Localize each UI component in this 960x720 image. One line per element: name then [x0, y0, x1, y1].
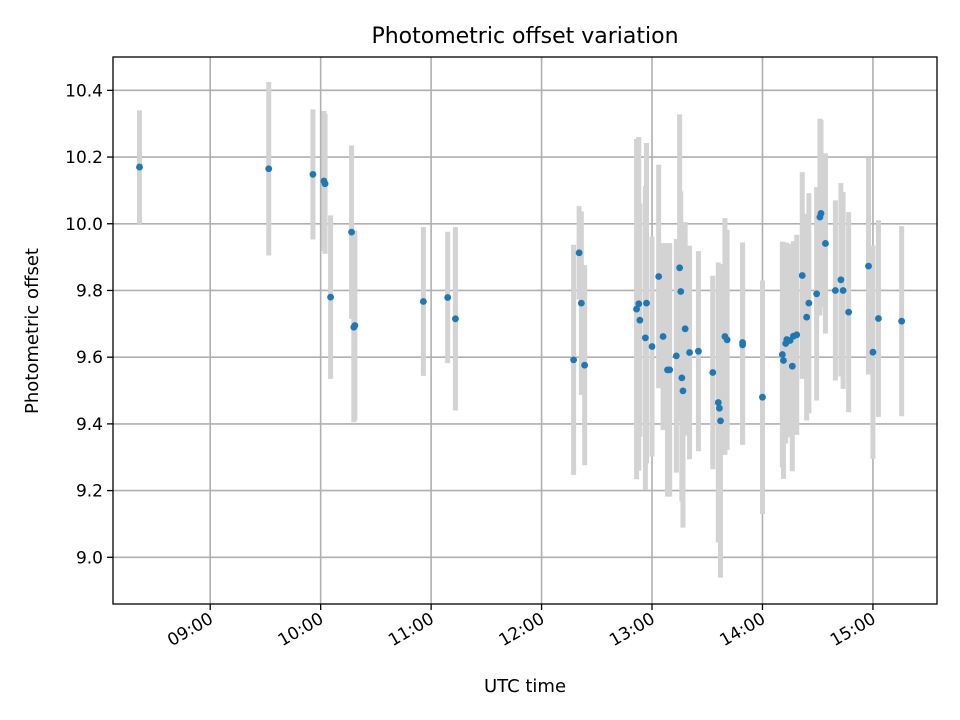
data-point: [822, 240, 829, 247]
x-tick-label: 12:00: [496, 609, 548, 651]
plot-frame: [112, 56, 938, 605]
data-point: [817, 210, 825, 217]
point-layer: [136, 163, 906, 425]
data-point: [672, 352, 680, 360]
data-point: [351, 322, 359, 329]
data-point: [839, 287, 847, 294]
data-point: [869, 348, 877, 356]
y-tick-label: 10.2: [65, 148, 103, 168]
y-tick-label: 9.8: [76, 281, 103, 301]
data-point: [659, 333, 667, 340]
x-axis-label: UTC time: [484, 676, 566, 697]
data-point: [679, 387, 687, 395]
y-tick-label: 10.0: [65, 215, 103, 235]
data-point: [452, 315, 459, 323]
data-point: [666, 366, 674, 374]
data-point: [778, 351, 786, 358]
data-point: [570, 356, 578, 364]
data-point: [677, 288, 685, 295]
data-point: [419, 298, 427, 305]
x-tick-label: 15:00: [827, 609, 879, 651]
data-point: [643, 299, 650, 307]
data-point: [581, 361, 589, 369]
y-tick-label: 9.0: [76, 548, 103, 568]
data-point: [875, 315, 882, 322]
data-point: [575, 249, 583, 257]
y-tick-label: 9.4: [76, 415, 103, 435]
data-point: [717, 417, 724, 425]
data-point: [837, 276, 845, 284]
data-point: [327, 293, 334, 301]
data-point: [714, 399, 722, 406]
data-point: [636, 316, 644, 324]
data-point: [265, 165, 273, 173]
data-point: [798, 272, 806, 279]
data-point: [716, 404, 723, 412]
data-point: [635, 300, 643, 308]
data-point: [309, 171, 317, 178]
data-point: [709, 369, 717, 376]
grid-layer: [113, 57, 937, 604]
chart-title: Photometric offset variation: [371, 24, 678, 49]
data-point: [803, 313, 811, 321]
data-point: [865, 262, 872, 270]
data-point: [136, 163, 143, 171]
data-point: [444, 294, 452, 301]
y-tick-label: 10.4: [65, 81, 103, 101]
data-point: [695, 347, 702, 355]
data-point: [633, 305, 640, 313]
data-point: [788, 362, 796, 370]
data-point: [648, 343, 656, 350]
data-point: [723, 336, 731, 344]
x-tick-label: 09:00: [164, 609, 216, 651]
y-tick-label: 9.6: [76, 348, 103, 368]
tick-layer: 09:00 10:00 11:00 12:00 13:00 14:00 15:00 9.0 9.…: [65, 81, 879, 650]
x-tick-label: 10:00: [275, 609, 327, 651]
data-point: [805, 299, 813, 307]
data-point: [321, 180, 329, 188]
y-axis-label: Photometric offset: [22, 248, 43, 414]
data-point: [655, 273, 663, 280]
data-point: [686, 349, 693, 356]
data-point: [813, 290, 821, 298]
data-point: [678, 374, 686, 382]
data-point: [348, 228, 355, 236]
x-tick-label: 14:00: [717, 609, 769, 651]
x-tick-label: 13:00: [606, 609, 658, 651]
data-point: [831, 287, 839, 294]
data-point: [676, 264, 684, 272]
data-point: [641, 334, 649, 342]
data-point: [759, 393, 766, 401]
data-point: [681, 325, 689, 333]
data-point: [780, 357, 787, 364]
data-point: [739, 339, 746, 346]
data-point: [793, 331, 801, 339]
data-point: [577, 299, 585, 307]
x-tick-label: 11:00: [385, 609, 437, 651]
data-point: [845, 308, 853, 316]
data-point: [898, 317, 906, 325]
y-tick-label: 9.2: [76, 482, 103, 502]
